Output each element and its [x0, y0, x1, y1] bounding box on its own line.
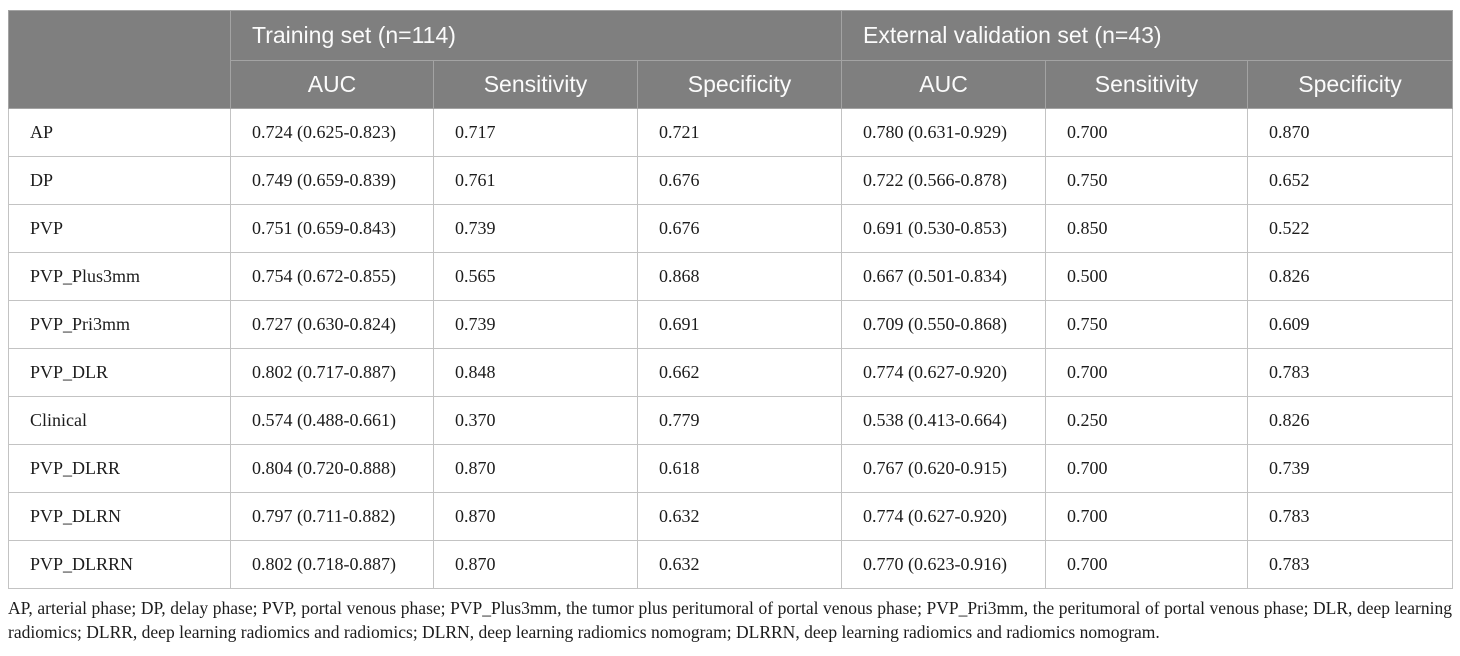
table-cell: 0.750 — [1045, 156, 1249, 205]
table-cell: 0.609 — [1247, 300, 1454, 349]
results-table: Training set (n=114) External validation… — [8, 10, 1454, 589]
table-cell: 0.848 — [433, 348, 638, 397]
table-cell: 0.802 (0.718-0.887) — [230, 540, 434, 589]
table-cell: 0.721 — [636, 108, 843, 157]
table-cell: 0.870 — [1247, 108, 1454, 157]
table-cell: 0.700 — [1045, 540, 1249, 589]
table-cell: 0.751 (0.659-0.843) — [230, 204, 434, 253]
row-label: PVP — [8, 204, 231, 253]
table-cell: 0.500 — [1045, 252, 1249, 301]
table-cell: 0.618 — [636, 444, 843, 493]
table-row: PVP_DLRR 0.804 (0.720-0.888) 0.870 0.618… — [8, 444, 1454, 493]
table-cell: 0.780 (0.631-0.929) — [841, 108, 1047, 157]
row-label: DP — [8, 156, 231, 205]
group-header-training: Training set (n=114) — [229, 10, 843, 61]
table-cell: 0.724 (0.625-0.823) — [230, 108, 434, 157]
table-cell: 0.691 (0.530-0.853) — [841, 204, 1047, 253]
table-cell: 0.700 — [1045, 348, 1249, 397]
table-cell: 0.632 — [636, 492, 843, 541]
row-label: PVP_Plus3mm — [8, 252, 231, 301]
table-header: Training set (n=114) External validation… — [8, 10, 1454, 109]
table-cell: 0.779 — [636, 396, 843, 445]
table-row: AP 0.724 (0.625-0.823) 0.717 0.721 0.780… — [8, 108, 1454, 157]
table-cell: 0.632 — [636, 540, 843, 589]
row-label: PVP_DLRRN — [8, 540, 231, 589]
table-cell: 0.870 — [433, 444, 638, 493]
table-row: Clinical 0.574 (0.488-0.661) 0.370 0.779… — [8, 396, 1454, 445]
table-cell: 0.868 — [636, 252, 843, 301]
table-cell: 0.652 — [1247, 156, 1454, 205]
table-cell: 0.691 — [636, 300, 843, 349]
table-cell: 0.749 (0.659-0.839) — [230, 156, 434, 205]
table-cell: 0.770 (0.623-0.916) — [841, 540, 1047, 589]
corner-header-cell — [8, 10, 231, 109]
table-cell: 0.870 — [433, 540, 638, 589]
table-cell: 0.700 — [1045, 444, 1249, 493]
table-cell: 0.797 (0.711-0.882) — [230, 492, 434, 541]
table-cell: 0.676 — [636, 156, 843, 205]
row-label: AP — [8, 108, 231, 157]
table-row: PVP_DLR 0.802 (0.717-0.887) 0.848 0.662 … — [8, 348, 1454, 397]
column-header-validation-sensitivity: Sensitivity — [1045, 60, 1249, 109]
table-cell: 0.761 — [433, 156, 638, 205]
table-row: PVP_Plus3mm 0.754 (0.672-0.855) 0.565 0.… — [8, 252, 1454, 301]
table-cell: 0.574 (0.488-0.661) — [230, 396, 434, 445]
table-cell: 0.700 — [1045, 492, 1249, 541]
table-cell: 0.662 — [636, 348, 843, 397]
column-header-training-specificity: Specificity — [636, 60, 843, 109]
table-cell: 0.739 — [433, 204, 638, 253]
table-cell: 0.783 — [1247, 540, 1454, 589]
table-cell: 0.870 — [433, 492, 638, 541]
footnote: AP, arterial phase; DP, delay phase; PVP… — [8, 598, 1452, 643]
row-label: Clinical — [8, 396, 231, 445]
table-cell: 0.676 — [636, 204, 843, 253]
table-cell: 0.370 — [433, 396, 638, 445]
table-row: PVP_DLRRN 0.802 (0.718-0.887) 0.870 0.63… — [8, 540, 1454, 589]
column-header-validation-auc: AUC — [841, 60, 1047, 109]
row-label: PVP_DLRR — [8, 444, 231, 493]
table-cell: 0.717 — [433, 108, 638, 157]
table-row: DP 0.749 (0.659-0.839) 0.761 0.676 0.722… — [8, 156, 1454, 205]
table-cell: 0.783 — [1247, 348, 1454, 397]
table-cell: 0.783 — [1247, 492, 1454, 541]
metric-header-row: AUC Sensitivity Specificity AUC Sensitiv… — [9, 60, 1454, 109]
table-cell: 0.739 — [433, 300, 638, 349]
table-cell: 0.667 (0.501-0.834) — [841, 252, 1047, 301]
table-cell: 0.774 (0.627-0.920) — [841, 492, 1047, 541]
table-cell: 0.538 (0.413-0.664) — [841, 396, 1047, 445]
table-cell: 0.754 (0.672-0.855) — [230, 252, 434, 301]
table-cell: 0.739 — [1247, 444, 1454, 493]
table-cell: 0.522 — [1247, 204, 1454, 253]
table-cell: 0.826 — [1247, 396, 1454, 445]
table-cell: 0.804 (0.720-0.888) — [230, 444, 434, 493]
group-header-row: Training set (n=114) External validation… — [8, 10, 1454, 109]
table-cell: 0.802 (0.717-0.887) — [230, 348, 434, 397]
table-cell: 0.767 (0.620-0.915) — [841, 444, 1047, 493]
table-row: PVP_Pri3mm 0.727 (0.630-0.824) 0.739 0.6… — [8, 300, 1454, 349]
table-cell: 0.727 (0.630-0.824) — [230, 300, 434, 349]
table-cell: 0.709 (0.550-0.868) — [841, 300, 1047, 349]
table-cell: 0.722 (0.566-0.878) — [841, 156, 1047, 205]
column-header-training-sensitivity: Sensitivity — [433, 60, 638, 109]
column-header-validation-specificity: Specificity — [1247, 60, 1454, 109]
row-label: PVP_Pri3mm — [8, 300, 231, 349]
column-header-training-auc: AUC — [230, 60, 434, 109]
group-header-validation: External validation set (n=43) — [841, 10, 1454, 61]
row-label: PVP_DLR — [8, 348, 231, 397]
row-label: PVP_DLRN — [8, 492, 231, 541]
table-cell: 0.826 — [1247, 252, 1454, 301]
table-body: AP 0.724 (0.625-0.823) 0.717 0.721 0.780… — [8, 108, 1454, 589]
table-cell: 0.774 (0.627-0.920) — [841, 348, 1047, 397]
table-cell: 0.250 — [1045, 396, 1249, 445]
table-cell: 0.700 — [1045, 108, 1249, 157]
table-row: PVP 0.751 (0.659-0.843) 0.739 0.676 0.69… — [8, 204, 1454, 253]
table-cell: 0.750 — [1045, 300, 1249, 349]
table-cell: 0.565 — [433, 252, 638, 301]
table-row: PVP_DLRN 0.797 (0.711-0.882) 0.870 0.632… — [8, 492, 1454, 541]
table-cell: 0.850 — [1045, 204, 1249, 253]
